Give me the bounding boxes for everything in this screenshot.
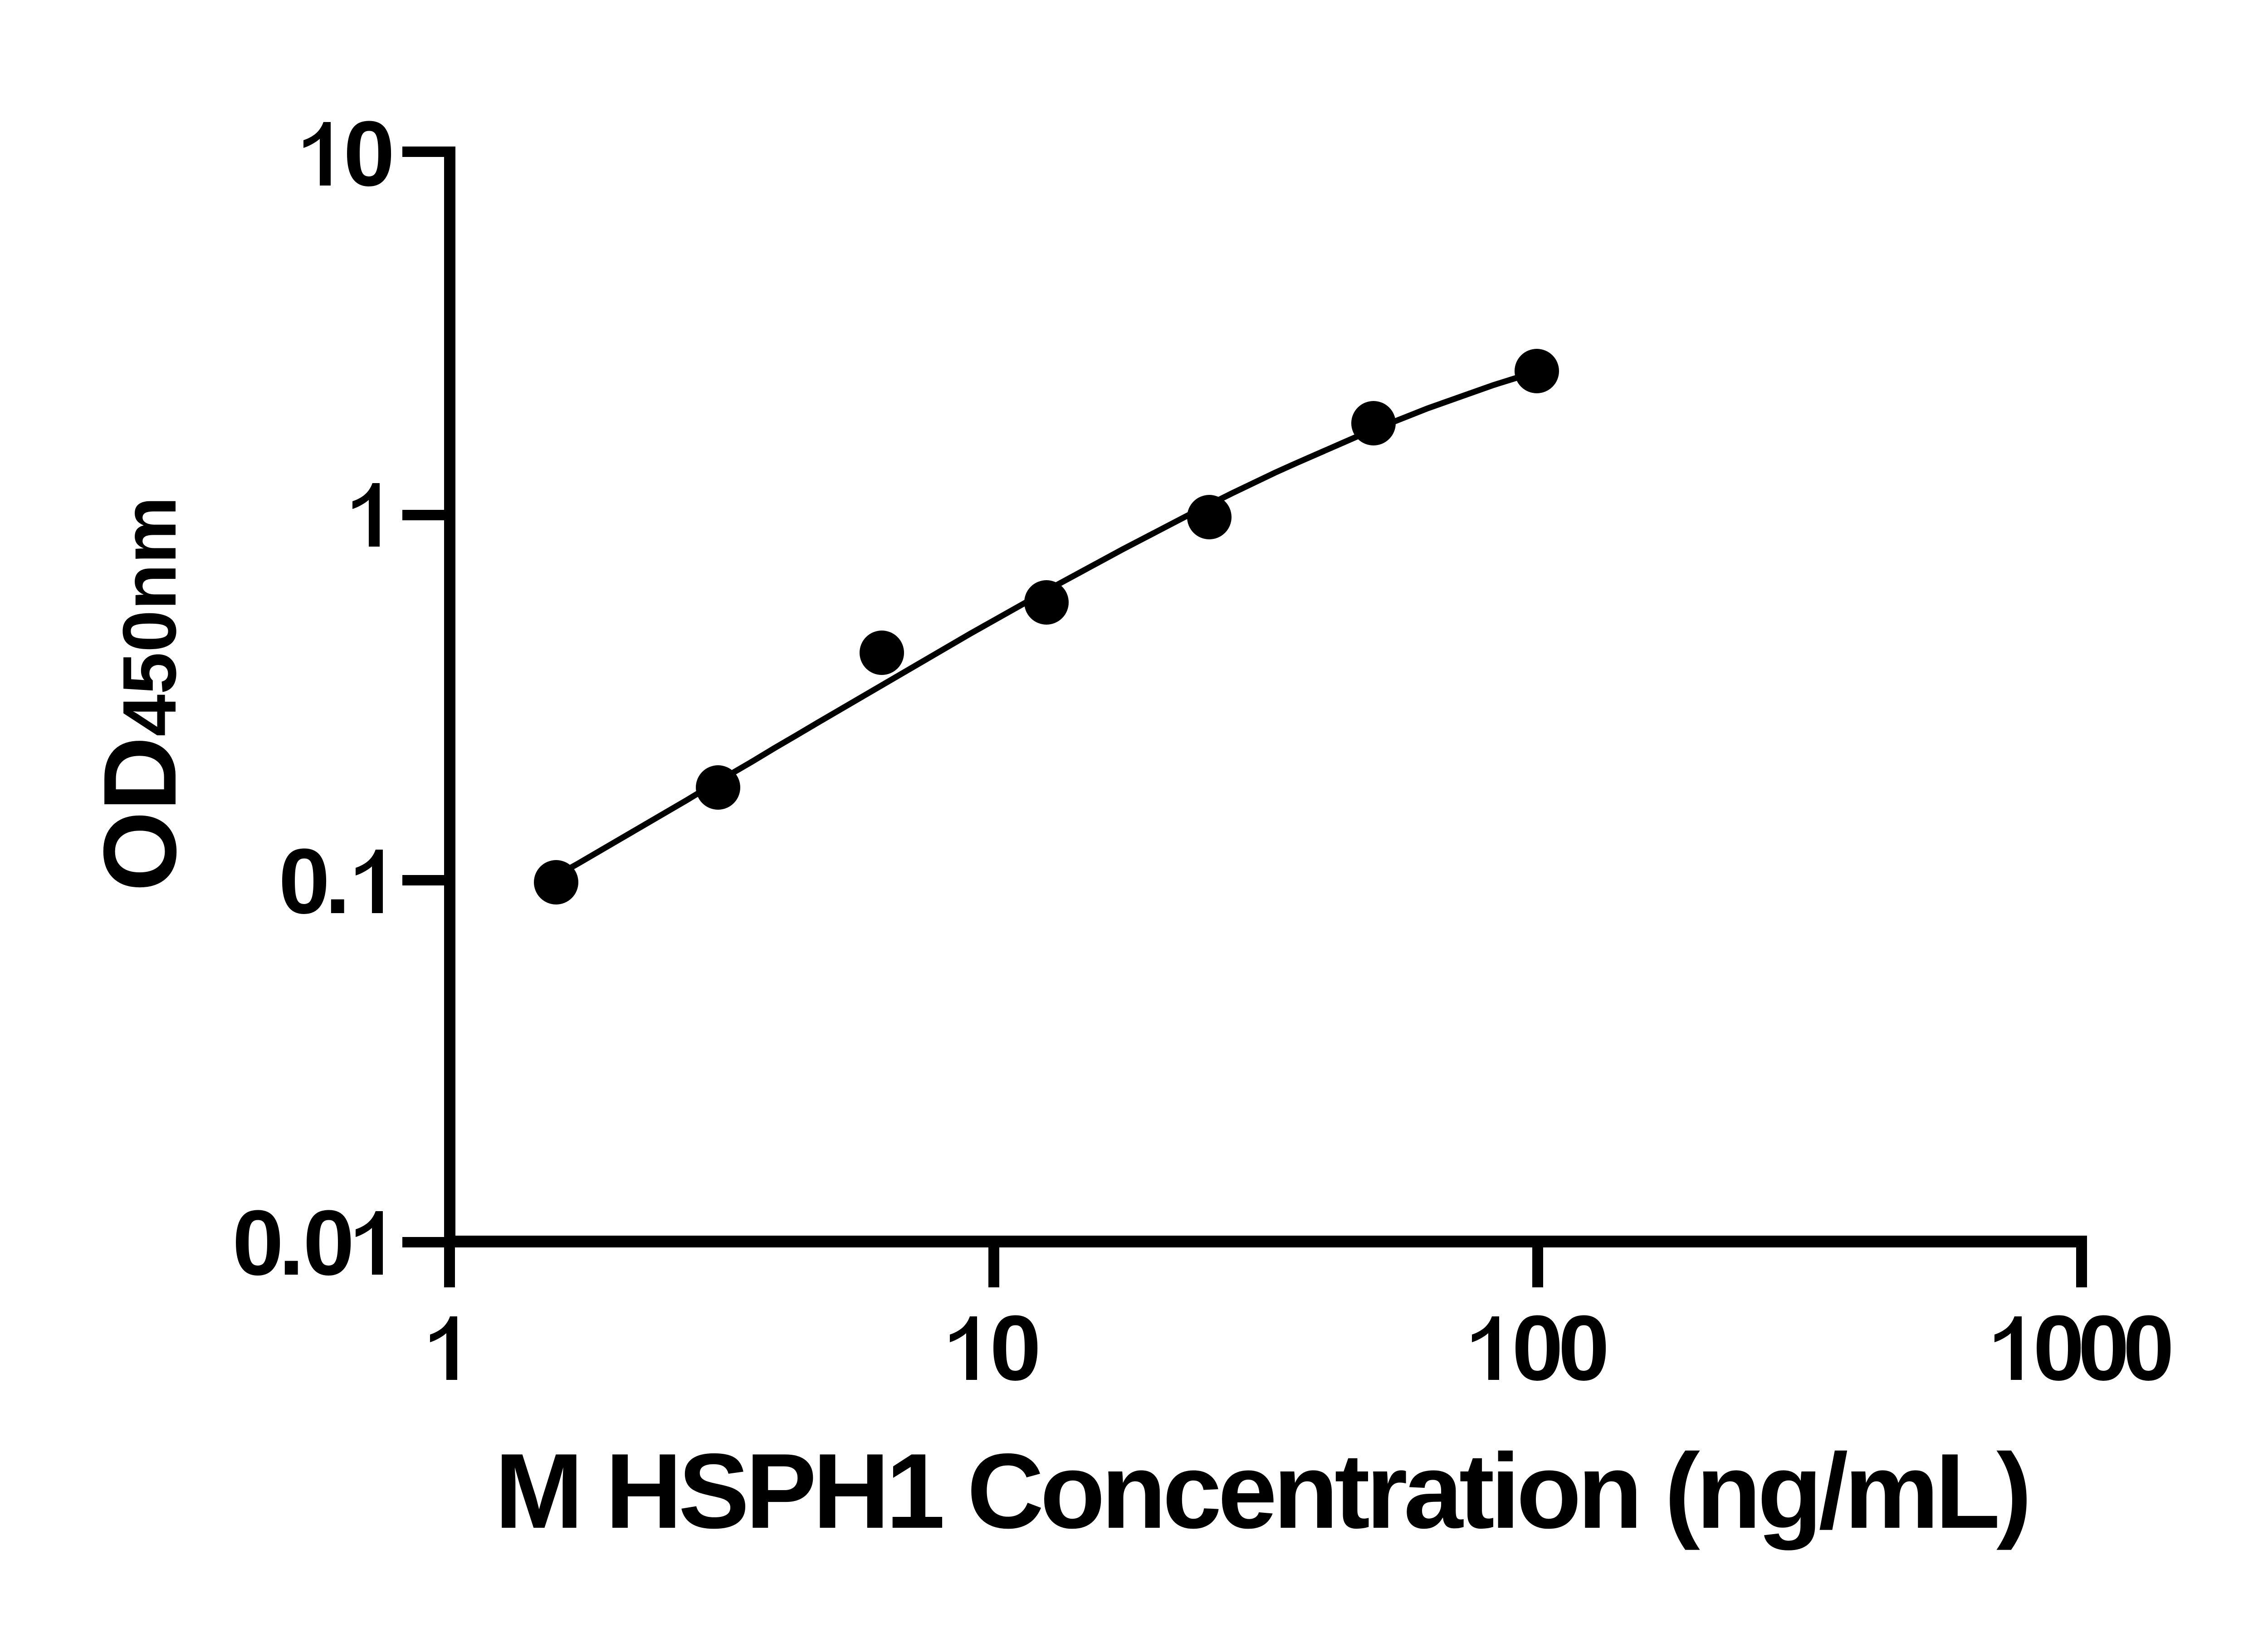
svg-text:0: 0 [2078,1296,2129,1400]
svg-text:.: . [325,830,351,933]
svg-text:OD450nm: OD450nm [83,496,198,891]
svg-text:0: 0 [1558,1296,1609,1400]
svg-text:0: 0 [232,1191,284,1295]
svg-text:.: . [279,1191,304,1295]
svg-text:0: 0 [1512,1296,1563,1400]
svg-text:0: 0 [2033,1296,2084,1400]
svg-text:0: 0 [303,1191,354,1295]
svg-text:M HSPH1 Concentration (ng/mL): M HSPH1 Concentration (ng/mL) [495,1431,2032,1550]
svg-text:0: 0 [2123,1296,2174,1400]
svg-text:0: 0 [279,830,330,933]
svg-text:0: 0 [990,1296,1041,1400]
svg-text:0: 0 [343,102,395,205]
